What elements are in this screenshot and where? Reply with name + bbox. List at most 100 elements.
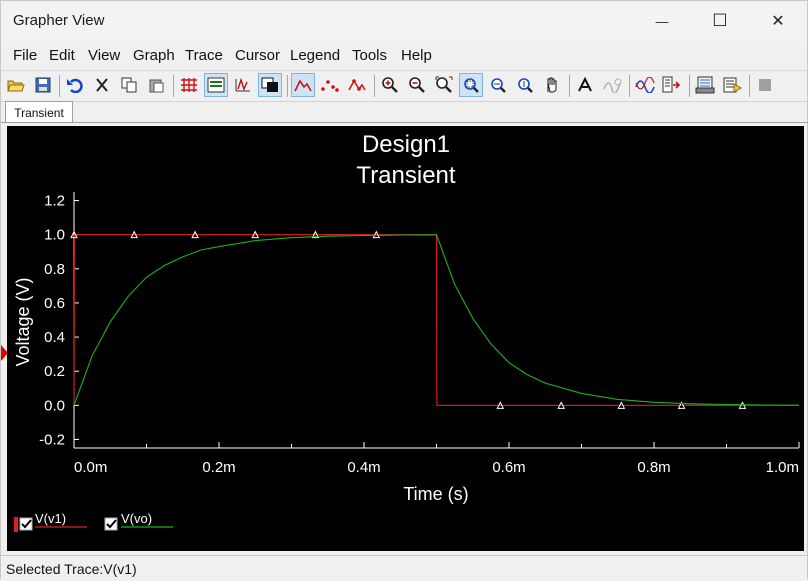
data-marker bbox=[738, 401, 747, 409]
series-line-vv1[interactable] bbox=[73, 234, 799, 406]
y-tick-label: 0.4 bbox=[44, 329, 65, 346]
menu-help[interactable]: Help bbox=[401, 47, 432, 64]
cut-button[interactable] bbox=[91, 74, 113, 96]
print-icon bbox=[723, 77, 742, 93]
zoom-fit-button[interactable] bbox=[433, 74, 455, 96]
show-cursors-icon bbox=[294, 79, 312, 92]
undo-icon bbox=[67, 78, 83, 93]
export-button[interactable] bbox=[661, 74, 683, 96]
export-icon bbox=[662, 76, 681, 93]
zoom-in-button[interactable] bbox=[379, 74, 401, 96]
toolbar-separator bbox=[629, 75, 630, 97]
zoom-y-button[interactable] bbox=[514, 74, 536, 96]
paste-icon bbox=[149, 79, 164, 93]
minimize-button[interactable]: — bbox=[633, 1, 691, 41]
grid-button[interactable] bbox=[178, 74, 200, 96]
x-tick-label: 0.2m bbox=[202, 459, 235, 476]
menu-legend[interactable]: Legend bbox=[290, 47, 341, 64]
mark-points-icon bbox=[348, 79, 366, 91]
data-marker bbox=[677, 401, 686, 409]
pan-icon bbox=[547, 77, 557, 93]
legend-button[interactable] bbox=[204, 73, 228, 97]
graph-area[interactable]: Design1 Transient Voltage (V) Time (s) -… bbox=[7, 126, 804, 551]
y-tick-label: 0.8 bbox=[44, 261, 65, 278]
x-tick-label: 0.8m bbox=[637, 459, 670, 476]
menu-graph[interactable]: Graph bbox=[133, 47, 175, 64]
menu-file[interactable]: File bbox=[13, 47, 38, 64]
data-marker bbox=[557, 401, 566, 409]
pan-button[interactable] bbox=[541, 74, 563, 96]
menu-tools[interactable]: Tools bbox=[352, 47, 388, 64]
text-button[interactable] bbox=[574, 74, 596, 96]
legend-icon bbox=[207, 77, 225, 93]
toolbar-separator bbox=[689, 75, 690, 97]
zoom-out-icon bbox=[409, 77, 425, 93]
zoom-y-icon bbox=[518, 78, 533, 93]
x-axis-label: Time (s) bbox=[403, 484, 468, 504]
menu-bar: File Edit View Graph Trace Cursor Legend… bbox=[1, 42, 807, 68]
data-marker bbox=[251, 230, 260, 239]
toolbar-separator bbox=[173, 75, 174, 97]
y-tick-label: 1.0 bbox=[44, 227, 65, 244]
cut-icon bbox=[96, 78, 108, 92]
series-line-vvo[interactable] bbox=[73, 234, 800, 406]
mark-points-button[interactable] bbox=[346, 74, 368, 96]
y-tick-label: 1.2 bbox=[44, 193, 65, 210]
tab-rule bbox=[1, 122, 808, 123]
x-tick-label: 0.6m bbox=[492, 459, 525, 476]
data-marker bbox=[130, 230, 138, 239]
print-button[interactable] bbox=[721, 74, 743, 96]
open-button[interactable] bbox=[5, 74, 27, 96]
add-trace-icon bbox=[635, 77, 655, 93]
zoom-x-button[interactable] bbox=[487, 74, 509, 96]
y-tick-label: -0.2 bbox=[39, 431, 65, 448]
menu-cursor[interactable]: Cursor bbox=[235, 47, 281, 64]
zoom-fit-icon bbox=[435, 76, 453, 93]
x-tick-label: 0.4m bbox=[347, 459, 380, 476]
zoom-in-icon bbox=[382, 77, 398, 93]
x-tick-label: 1.0m bbox=[766, 459, 799, 476]
y-tick-label: 0.2 bbox=[44, 363, 65, 380]
clear-icon bbox=[603, 78, 622, 93]
title-bar[interactable]: Grapher View — ☐ ✕ bbox=[1, 1, 807, 41]
print-preview-button[interactable] bbox=[694, 74, 716, 96]
maximize-icon: ☐ bbox=[712, 11, 728, 30]
clear-button[interactable] bbox=[601, 74, 623, 96]
zoom-out-button[interactable] bbox=[406, 74, 428, 96]
reverse-colors-button[interactable] bbox=[258, 73, 282, 97]
undo-button[interactable] bbox=[64, 74, 86, 96]
data-marker bbox=[496, 401, 505, 409]
add-trace-button[interactable] bbox=[634, 74, 656, 96]
select-marks-button[interactable] bbox=[319, 74, 341, 96]
x-tick-label: 0.0m bbox=[74, 459, 107, 476]
save-icon bbox=[35, 77, 51, 93]
data-marker bbox=[372, 230, 381, 239]
menu-view[interactable]: View bbox=[88, 47, 121, 64]
close-button[interactable]: ✕ bbox=[749, 1, 807, 41]
minimize-icon: — bbox=[655, 13, 669, 29]
maximize-button[interactable]: ☐ bbox=[691, 1, 749, 41]
menu-trace[interactable]: Trace bbox=[185, 47, 223, 64]
stop-button[interactable] bbox=[754, 74, 776, 96]
show-cursors-button[interactable] bbox=[291, 73, 315, 97]
tab-transient[interactable]: Transient bbox=[5, 101, 73, 123]
legend-label-vo: V(vo) bbox=[121, 511, 152, 526]
data-marker bbox=[311, 230, 320, 239]
copy-button[interactable] bbox=[118, 74, 140, 96]
save-button[interactable] bbox=[32, 74, 54, 96]
zoom-area-button[interactable] bbox=[459, 73, 483, 97]
zoom-area-icon bbox=[464, 78, 479, 93]
status-text: Selected Trace:V(v1) bbox=[6, 561, 137, 577]
menu-edit[interactable]: Edit bbox=[49, 47, 75, 64]
paste-button[interactable] bbox=[145, 74, 167, 96]
y-tick-label: 0.0 bbox=[44, 397, 65, 414]
split-marker-icon[interactable] bbox=[1, 345, 8, 361]
reverse-colors-icon bbox=[261, 77, 278, 92]
print-preview-icon bbox=[695, 76, 715, 94]
legend-swatch-v1[interactable] bbox=[14, 517, 18, 532]
y-axis-label: Voltage (V) bbox=[13, 277, 33, 366]
overlay-traces-button[interactable] bbox=[232, 74, 254, 96]
overlay-traces-icon bbox=[235, 77, 250, 92]
chart-canvas[interactable]: Design1 Transient Voltage (V) Time (s) -… bbox=[7, 126, 804, 551]
